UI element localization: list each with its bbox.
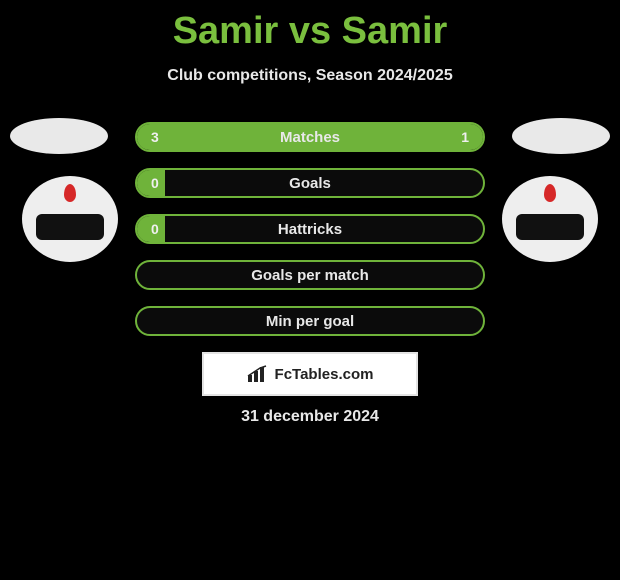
player-avatar-left — [10, 118, 108, 154]
stat-label: Min per goal — [266, 313, 354, 330]
stat-fill-left — [137, 124, 386, 150]
stat-row-matches: 3 Matches 1 — [135, 122, 485, 152]
subtitle: Club competitions, Season 2024/2025 — [0, 67, 620, 85]
stat-value-left: 0 — [151, 175, 159, 191]
stat-label: Hattricks — [278, 221, 342, 238]
stat-label: Goals — [289, 175, 331, 192]
stat-value-left: 3 — [151, 129, 159, 145]
stat-row-hattricks: 0 Hattricks — [135, 214, 485, 244]
stat-label: Matches — [280, 129, 340, 146]
bar-chart-icon — [247, 365, 269, 383]
stat-value-right: 1 — [461, 129, 469, 145]
stat-label: Goals per match — [251, 267, 369, 284]
brand-badge[interactable]: FcTables.com — [202, 352, 418, 396]
flame-icon — [64, 184, 76, 202]
player-avatar-right — [512, 118, 610, 154]
script-icon — [36, 214, 104, 240]
club-logo-right — [502, 176, 598, 262]
script-icon — [516, 214, 584, 240]
stats-container: 3 Matches 1 0 Goals 0 Hattricks Goals pe… — [135, 122, 485, 336]
stat-value-left: 0 — [151, 221, 159, 237]
club-logo-left — [22, 176, 118, 262]
brand-text: FcTables.com — [275, 366, 374, 383]
stat-row-min-per-goal: Min per goal — [135, 306, 485, 336]
flame-icon — [544, 184, 556, 202]
footer-date: 31 december 2024 — [0, 408, 620, 426]
stat-row-goals-per-match: Goals per match — [135, 260, 485, 290]
page-title: Samir vs Samir — [0, 0, 620, 53]
stat-row-goals: 0 Goals — [135, 168, 485, 198]
